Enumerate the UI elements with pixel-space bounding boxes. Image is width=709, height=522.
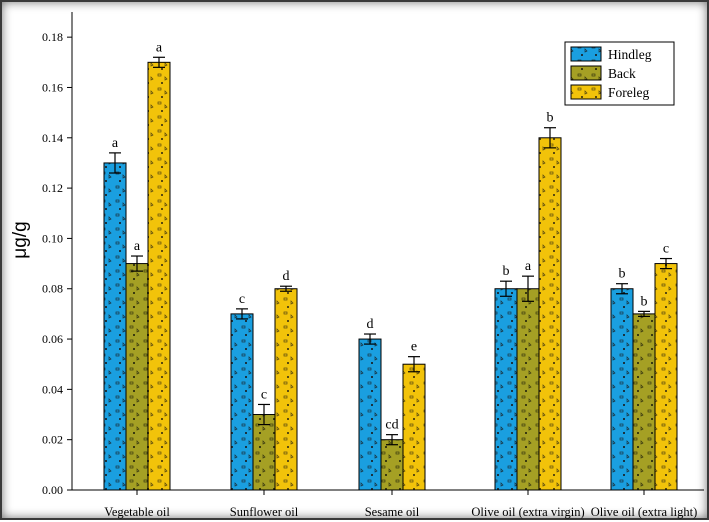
legend-swatch-foreleg <box>570 84 602 100</box>
bar-hindleg-0 <box>103 162 127 491</box>
bar-hindleg-1 <box>230 313 254 491</box>
significance-label: d <box>283 269 290 284</box>
significance-label: a <box>525 259 532 274</box>
bar-foreleg-2 <box>402 363 426 491</box>
bar-foreleg-1 <box>274 288 298 491</box>
bar-hindleg-3 <box>494 288 518 491</box>
y-tick-label: 0.18 <box>42 30 63 44</box>
significance-label: a <box>112 136 119 151</box>
bar-back-2 <box>380 439 404 491</box>
significance-label: c <box>663 242 669 257</box>
legend-label-hindleg: Hindleg <box>608 47 652 62</box>
bar-foreleg-4 <box>654 263 678 491</box>
legend-label-back: Back <box>608 66 636 81</box>
y-tick-label: 0.06 <box>42 332 63 346</box>
significance-label: b <box>641 294 648 309</box>
significance-label: a <box>134 239 141 254</box>
legend-swatch-hindleg <box>570 46 602 62</box>
significance-label: e <box>411 340 417 355</box>
significance-label: b <box>503 264 510 279</box>
bar-foreleg-3 <box>538 137 562 491</box>
legend-swatch-back <box>570 65 602 81</box>
significance-label: c <box>261 387 267 402</box>
significance-label: cd <box>385 418 398 433</box>
y-axis-label: μg/g <box>10 221 31 258</box>
bar-back-0 <box>125 263 149 491</box>
significance-label: b <box>619 267 626 282</box>
legend: Hindleg Back Foreleg <box>564 41 675 106</box>
y-tick-label: 0.04 <box>42 382 63 396</box>
bar-back-3 <box>516 288 540 491</box>
x-category-label: Sesame oil <box>365 505 420 519</box>
x-category-label: Olive oil (extra light) <box>591 505 698 519</box>
y-tick-label: 0.14 <box>42 131 63 145</box>
y-tick-label: 0.12 <box>42 181 63 195</box>
significance-label: a <box>156 40 163 55</box>
y-tick-label: 0.08 <box>42 282 63 296</box>
y-tick-label: 0.10 <box>42 231 63 245</box>
bar-foreleg-0 <box>147 61 171 491</box>
significance-label: b <box>547 111 554 126</box>
x-category-label: Olive oil (extra virgin) <box>471 505 584 519</box>
bar-back-4 <box>632 313 656 491</box>
x-category-label: Sunflower oil <box>230 505 299 519</box>
significance-label: c <box>239 292 245 307</box>
bar-hindleg-4 <box>610 288 634 491</box>
legend-label-foreleg: Foreleg <box>608 85 649 100</box>
y-tick-label: 0.16 <box>42 80 63 94</box>
significance-label: d <box>367 317 374 332</box>
y-tick-label: 0.02 <box>42 433 63 447</box>
x-category-label: Vegetable oil <box>104 505 170 519</box>
y-tick-label: 0.00 <box>42 483 63 497</box>
bar-hindleg-2 <box>358 338 382 491</box>
bar-back-1 <box>252 414 276 491</box>
